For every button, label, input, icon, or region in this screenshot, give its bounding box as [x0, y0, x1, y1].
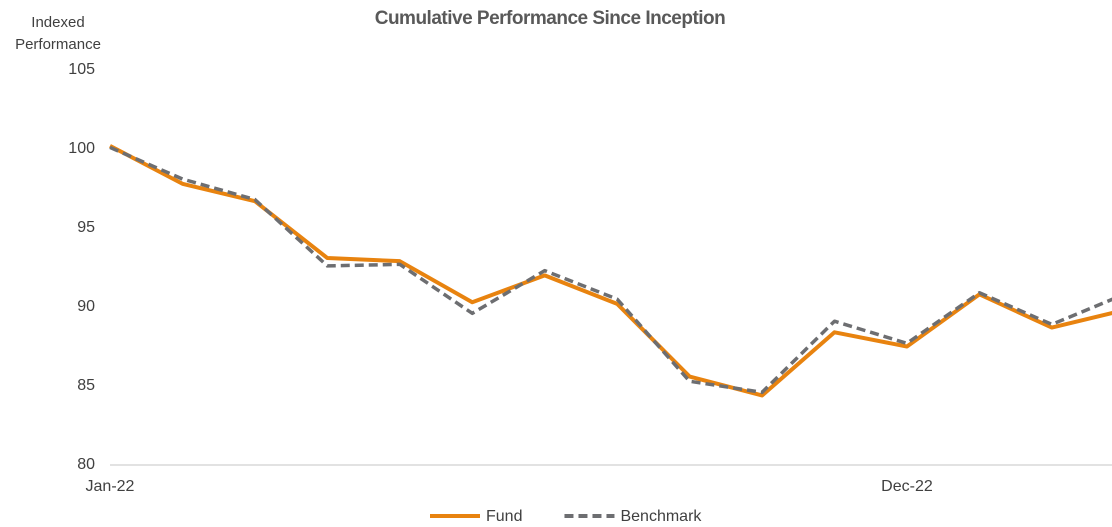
- y-axis-label: Indexed Performance: [15, 14, 101, 53]
- series-line: [109, 144, 1112, 398]
- y-tick-label: 95: [77, 219, 95, 236]
- x-tick-label: Dec-22: [881, 478, 933, 495]
- legend-label: Benchmark: [620, 508, 702, 525]
- y-tick-label: 90: [77, 298, 95, 315]
- series-line: [109, 145, 1112, 395]
- x-tick-label: Jan-22: [86, 478, 135, 495]
- y-tick-label: 80: [77, 456, 95, 473]
- y-tick-label: 100: [68, 140, 95, 157]
- y-tick-label: 105: [68, 61, 95, 78]
- y-tick-label: 85: [77, 377, 95, 394]
- legend-label: Fund: [486, 508, 522, 525]
- chart-title: Cumulative Performance Since Inception: [374, 8, 726, 29]
